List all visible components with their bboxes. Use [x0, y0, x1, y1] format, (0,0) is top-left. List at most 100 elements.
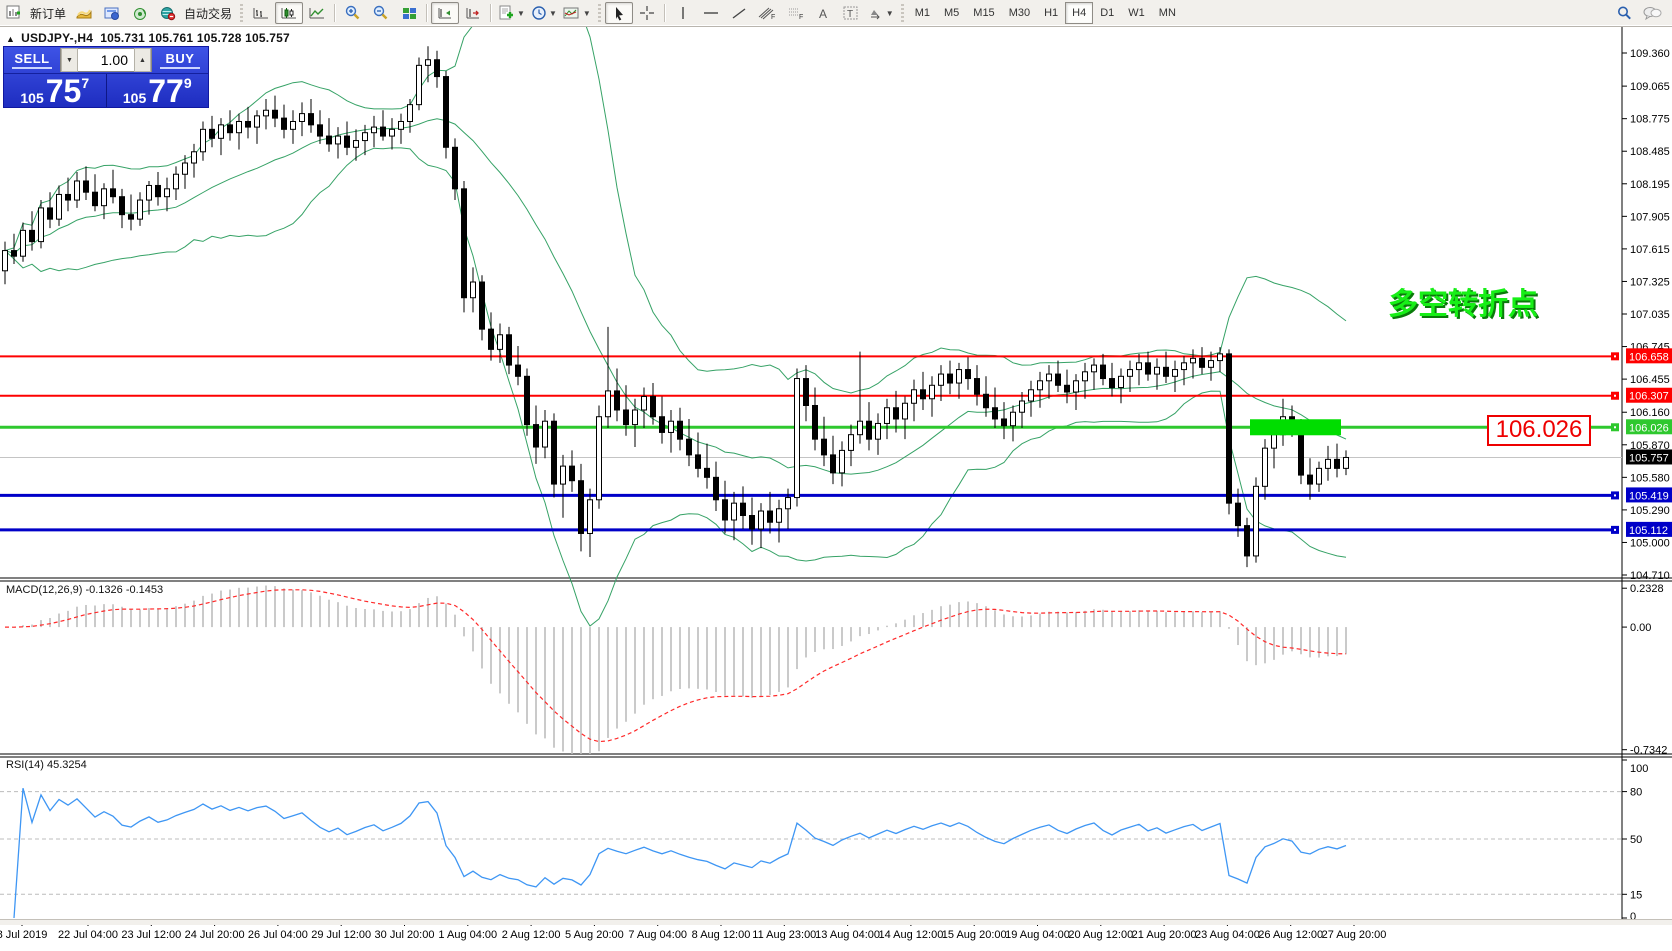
candle-body: [677, 420, 683, 440]
volume-decrease-button[interactable]: ▼: [61, 48, 78, 72]
timeframe-h4[interactable]: H4: [1065, 2, 1094, 24]
candle-body: [191, 151, 197, 164]
toolbar-grip: [595, 4, 603, 22]
candle-body: [713, 476, 719, 501]
line-chart-button[interactable]: [303, 2, 331, 24]
new-order-label[interactable]: 新订单: [30, 6, 67, 21]
market-watch-button[interactable]: [70, 2, 98, 24]
templates-button[interactable]: ▼: [560, 2, 594, 24]
rsi-line: [13, 788, 1347, 919]
candle-body: [641, 396, 647, 411]
timeframe-w1[interactable]: W1: [1128, 7, 1145, 19]
zoom-out-button[interactable]: [367, 2, 395, 24]
timeframe-group: M1 M5 M15 M30 H1 H4 D1 W1 MN: [908, 2, 1183, 24]
sell-price[interactable]: 105 75 7: [4, 74, 107, 107]
chat-button[interactable]: [1638, 2, 1666, 24]
candle-body: [281, 117, 287, 130]
zoom-in-button[interactable]: [339, 2, 367, 24]
candle-body: [290, 120, 296, 130]
volume-increase-button[interactable]: ▲: [134, 48, 151, 72]
candlestick-series: [2, 46, 1349, 568]
candle-body: [389, 128, 395, 137]
bollinger-lower-band: [4, 147, 1347, 627]
timeframe-mn[interactable]: MN: [1158, 7, 1176, 19]
candle-body: [254, 115, 260, 128]
timeframe-m30[interactable]: M30: [1008, 7, 1031, 19]
candle-body: [443, 76, 449, 148]
vertical-line-button[interactable]: [669, 2, 697, 24]
tile-windows-button[interactable]: [395, 2, 423, 24]
svg-text:108.485: 108.485: [1630, 146, 1670, 158]
text-button[interactable]: A: [809, 2, 837, 24]
candle-body: [353, 140, 359, 148]
buy-button[interactable]: BUY: [152, 47, 208, 73]
candle-body: [1190, 357, 1196, 364]
text-a-icon: A: [819, 7, 827, 21]
crosshair-button[interactable]: [633, 2, 661, 24]
indicators-button[interactable]: ▼: [495, 2, 528, 24]
candle-body: [524, 375, 530, 426]
candle-body: [1127, 369, 1133, 377]
bar-chart-button[interactable]: [247, 2, 275, 24]
timeframe-m15[interactable]: M15: [973, 7, 995, 19]
new-order-button[interactable]: [0, 2, 28, 24]
autotrade-button[interactable]: [154, 2, 182, 24]
candle-body: [1181, 362, 1187, 371]
timeframe-m1[interactable]: M1: [914, 7, 930, 19]
candle-body: [1037, 380, 1043, 391]
time-label: 23 Aug 04:00: [1195, 929, 1260, 941]
shapes-button[interactable]: ▼: [865, 2, 897, 24]
candle-body: [1271, 434, 1277, 449]
horizontal-line-button[interactable]: [697, 2, 725, 24]
candle-body: [245, 120, 251, 128]
candle-body: [497, 334, 503, 350]
fibonacci-button[interactable]: F: [753, 2, 781, 24]
candle-body: [1307, 474, 1313, 485]
candle-body: [101, 188, 107, 207]
svg-text:80: 80: [1630, 787, 1642, 799]
macd-histogram: [13, 585, 1347, 754]
candle-body: [1001, 418, 1007, 427]
chart-shift-button[interactable]: [459, 2, 487, 24]
bar-chart-icon: [253, 8, 269, 19]
collapse-panel-icon[interactable]: ▲: [6, 34, 16, 44]
timeframe-m5[interactable]: M5: [944, 7, 960, 19]
autotrade-label[interactable]: 自动交易: [184, 6, 233, 21]
candle-body: [47, 207, 53, 220]
svg-text:106.455: 106.455: [1630, 374, 1670, 386]
volume-value[interactable]: 1.00: [100, 52, 128, 68]
tile-windows-icon: [402, 7, 416, 19]
chart-canvas[interactable]: 109.360 109.065 108.775 108.485 108.195 107.9…: [0, 27, 1672, 951]
macd-signal-line: [4, 589, 1347, 743]
candle-body: [92, 191, 98, 207]
navigator-button[interactable]: [126, 2, 154, 24]
timeframe-h1[interactable]: H1: [1044, 7, 1059, 19]
cursor-button[interactable]: [604, 2, 633, 24]
data-window-icon: [104, 7, 120, 20]
sell-price-pips: 75: [45, 72, 82, 109]
grid-button[interactable]: F: [781, 2, 809, 24]
time-label: 24 Jul 20:00: [185, 929, 245, 941]
auto-scroll-button[interactable]: [431, 2, 460, 24]
periods-button[interactable]: ▼: [528, 2, 560, 24]
svg-text:-0.7342: -0.7342: [1630, 745, 1667, 757]
data-window-button[interactable]: [98, 2, 126, 24]
svg-text:107.905: 107.905: [1630, 211, 1670, 223]
candle-body: [29, 229, 35, 243]
candlestick-chart-button[interactable]: [275, 2, 304, 24]
candle-body: [857, 420, 863, 436]
buy-price[interactable]: 105 77 9: [107, 74, 209, 107]
sell-button[interactable]: SELL: [4, 47, 60, 73]
search-button[interactable]: [1610, 2, 1638, 24]
timeframe-d1[interactable]: D1: [1100, 7, 1115, 19]
candle-body: [1199, 357, 1205, 368]
highlight-zone-box[interactable]: [1250, 419, 1341, 436]
toolbar-separator: [426, 4, 429, 22]
svg-text:105.757: 105.757: [1629, 452, 1669, 464]
svg-text:106.307: 106.307: [1629, 391, 1669, 403]
text-label-button[interactable]: T: [837, 2, 865, 24]
chart-area: 109.360 109.065 108.775 108.485 108.195 107.9…: [0, 27, 1672, 951]
trendline-button[interactable]: [725, 2, 753, 24]
candle-body: [956, 369, 962, 384]
